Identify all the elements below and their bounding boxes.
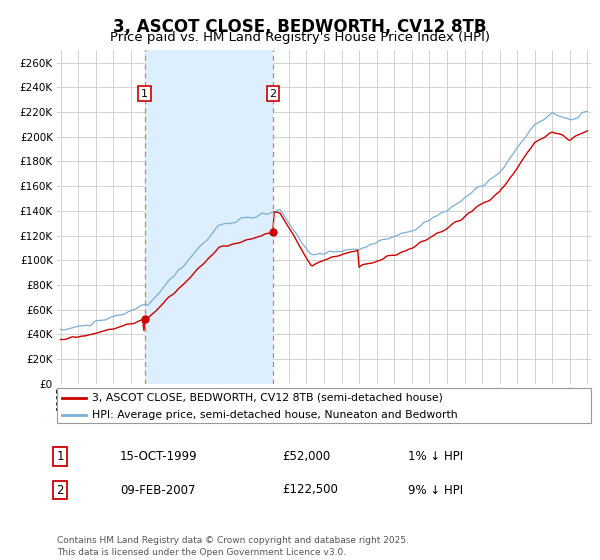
Text: 15-OCT-1999: 15-OCT-1999 <box>120 450 197 463</box>
Text: Price paid vs. HM Land Registry's House Price Index (HPI): Price paid vs. HM Land Registry's House … <box>110 31 490 44</box>
Text: 3, ASCOT CLOSE, BEDWORTH, CV12 8TB (semi-detached house): 3, ASCOT CLOSE, BEDWORTH, CV12 8TB (semi… <box>92 393 443 403</box>
Bar <box>145 50 273 384</box>
Text: HPI: Average price, semi-detached house, Nuneaton and Bedworth: HPI: Average price, semi-detached house,… <box>92 410 457 420</box>
Text: 2: 2 <box>269 88 277 99</box>
Text: 9% ↓ HPI: 9% ↓ HPI <box>408 483 463 497</box>
FancyBboxPatch shape <box>57 388 591 423</box>
Text: 09-FEB-2007: 09-FEB-2007 <box>120 483 196 497</box>
Text: 1: 1 <box>56 450 64 463</box>
Text: 2: 2 <box>56 483 64 497</box>
Text: 1% ↓ HPI: 1% ↓ HPI <box>408 450 463 463</box>
Text: £52,000: £52,000 <box>282 450 330 463</box>
Text: Contains HM Land Registry data © Crown copyright and database right 2025.
This d: Contains HM Land Registry data © Crown c… <box>57 536 409 557</box>
Text: £122,500: £122,500 <box>282 483 338 497</box>
Text: 1: 1 <box>141 88 148 99</box>
Text: 3, ASCOT CLOSE, BEDWORTH, CV12 8TB: 3, ASCOT CLOSE, BEDWORTH, CV12 8TB <box>113 18 487 36</box>
